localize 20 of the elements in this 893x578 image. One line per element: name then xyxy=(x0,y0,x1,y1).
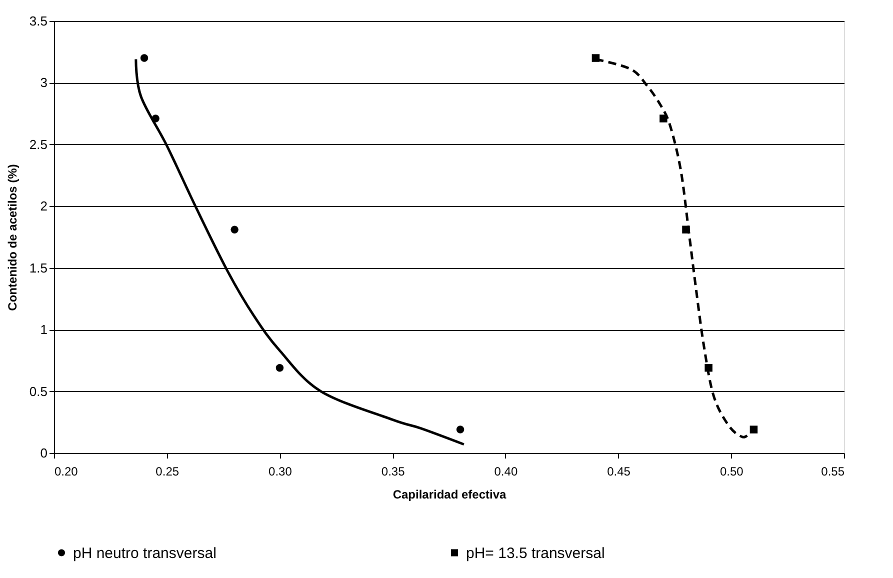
legend-label: pH= 13.5 transversal xyxy=(466,544,605,562)
legend-label: pH neutro transversal xyxy=(73,544,216,562)
y-tick-label: 2 xyxy=(40,198,48,214)
y-tick-label: 0.5 xyxy=(29,384,48,399)
x-tick-label: 0.30 xyxy=(268,464,292,478)
x-tick-label: 0.50 xyxy=(720,464,744,478)
y-tick-label: 1 xyxy=(40,322,48,338)
x-tick-label: 0.45 xyxy=(607,464,631,478)
x-tick-label: 0.25 xyxy=(156,464,180,478)
x-axis-title: Capilaridad efectiva xyxy=(392,488,507,502)
y-tick-label: 0 xyxy=(40,446,48,460)
y-tick-label: 2.5 xyxy=(29,136,48,152)
y-tick-label: 3 xyxy=(40,75,48,90)
x-tick-label: 0.40 xyxy=(494,464,518,478)
y-tick-label: 1.5 xyxy=(29,260,48,276)
x-tick-label: 0.35 xyxy=(381,464,406,478)
x-tick-label: 0.20 xyxy=(54,464,78,478)
y-axis-title: Contenido de acetilos (%) xyxy=(5,164,20,311)
y-tick-label: 3.5 xyxy=(29,14,48,28)
x-tick-label: 0.55 xyxy=(821,464,845,478)
